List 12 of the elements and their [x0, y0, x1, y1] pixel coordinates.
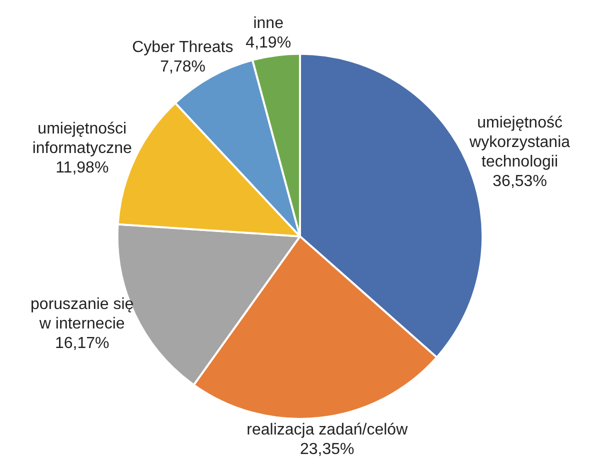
- slice-label: Cyber Threats: [132, 39, 234, 56]
- data-label: 36,53%: [492, 173, 547, 190]
- data-label: 11,98%: [56, 160, 109, 177]
- data-label: 7,78%: [160, 58, 206, 76]
- data-label: 4,19%: [246, 34, 292, 52]
- slice-label: umiejętności informatyczne: [32, 120, 132, 158]
- slice-label: realizacja zadań/celów: [246, 422, 408, 438]
- slice-label: inne: [253, 15, 284, 32]
- slice-label: poruszanie się w internecie: [30, 296, 134, 332]
- slice-label: umiejętność wykorzystania technologii: [468, 114, 570, 171]
- data-label: 23,35%: [300, 441, 354, 458]
- data-label: 16,17%: [54, 334, 110, 352]
